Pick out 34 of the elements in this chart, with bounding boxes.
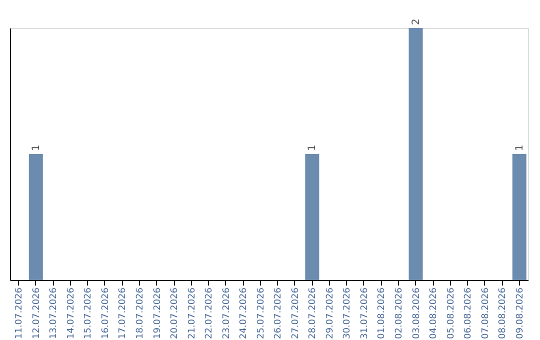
x-tick-label: 23.07.2026	[222, 287, 232, 340]
x-tick-label: 04.08.2026	[429, 287, 440, 340]
x-tick-label: 02.08.2026	[394, 287, 404, 340]
data-label: 1	[307, 144, 318, 151]
x-tick-label: 21.07.2026	[187, 287, 198, 340]
x-tick-label: 17.07.2026	[118, 287, 128, 340]
data-label: 2	[410, 18, 422, 25]
x-tick-label: 19.07.2026	[152, 287, 163, 340]
x-tick-label: 13.07.2026	[49, 287, 60, 340]
x-tick-label: 25.07.2026	[256, 287, 266, 340]
x-tick-label: 01.08.2026	[377, 287, 388, 340]
x-tick-label: 22.07.2026	[204, 287, 215, 340]
x-tick-label: 14.07.2026	[66, 287, 76, 340]
x-tick-label: 31.07.2026	[360, 287, 370, 340]
x-tick-label: 18.07.2026	[136, 287, 146, 340]
x-tick-label: 15.07.2026	[84, 287, 94, 340]
x-tick-label: 05.08.2026	[446, 287, 456, 340]
x-tick-label: 11.07.2026	[14, 287, 25, 340]
data-label: 1	[30, 144, 42, 151]
x-tick-label: 20.07.2026	[170, 287, 180, 340]
x-tick-label: 27.07.2026	[290, 287, 301, 340]
x-tick-label: 09.08.2026	[515, 287, 526, 340]
x-tick-label: 30.07.2026	[342, 287, 353, 340]
x-tick-label: 08.08.2026	[498, 287, 508, 340]
data-label: 1	[514, 144, 526, 151]
x-tick-label: 03.08.2026	[412, 287, 422, 340]
x-tick-label: 12.07.2026	[32, 287, 42, 340]
x-tick-label: 29.07.2026	[325, 287, 336, 340]
x-tick-label: 06.08.2026	[464, 287, 474, 340]
x-tick-label: 07.08.2026	[480, 287, 491, 340]
x-tick-label: 24.07.2026	[239, 287, 250, 340]
x-tick-label: 28.07.2026	[308, 287, 318, 340]
x-tick-label: 26.07.2026	[274, 287, 284, 340]
x-tick-label: 16.07.2026	[100, 287, 111, 340]
